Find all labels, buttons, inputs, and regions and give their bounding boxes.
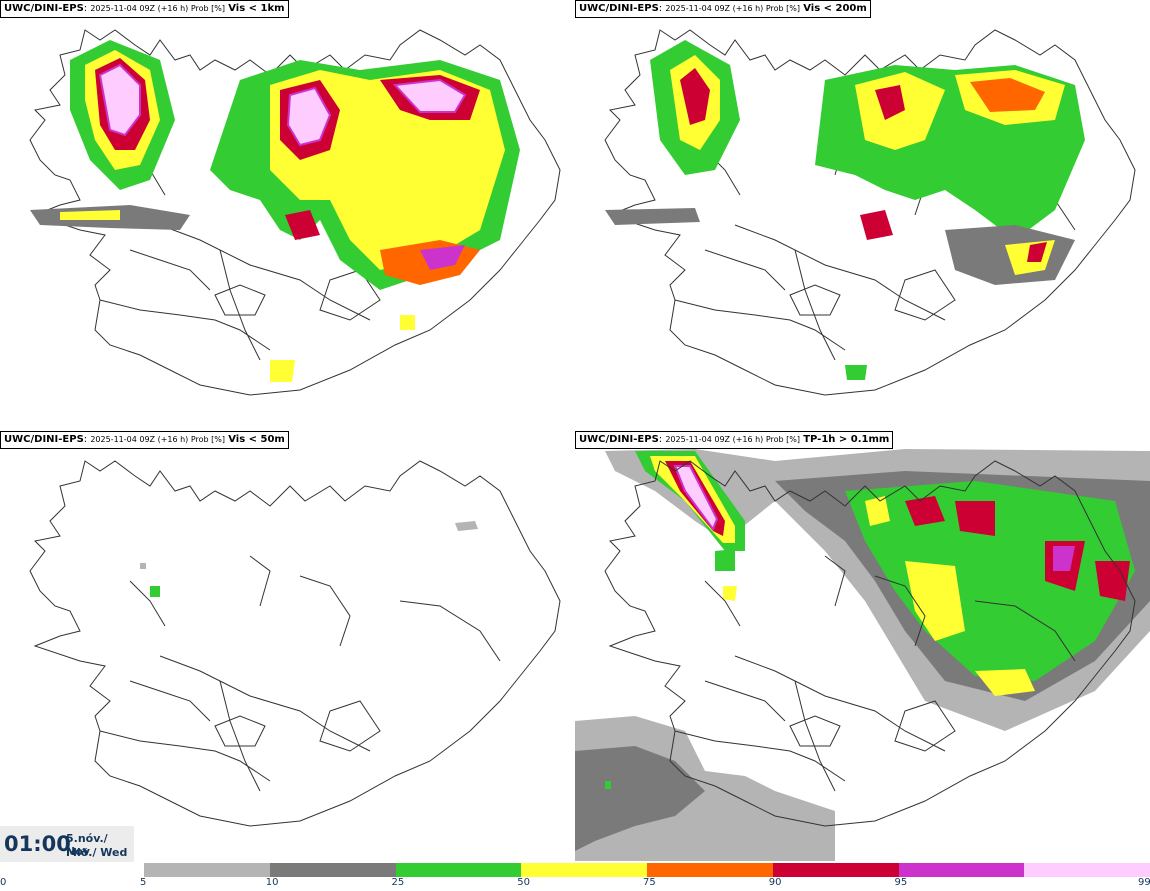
colorbar-segment [269,863,396,877]
probability-field [140,521,478,597]
colorbar-tick-label: 10 [265,877,279,888]
iceland-map [29,29,561,396]
colorbar-tick-label: 99 [1138,877,1150,888]
map-panel-precip: UWC/DINI-EPS: 2025-11-04 09Z (+16 h) Pro… [575,431,1150,861]
colorbar-segment [395,863,522,877]
panel-title: UWC/DINI-EPS: 2025-11-04 09Z (+16 h) Pro… [575,0,871,18]
panel-title: UWC/DINI-EPS: 2025-11-04 09Z (+16 h) Pro… [0,431,289,449]
iceland-map [604,29,1136,396]
colorbar-tick-label: 50 [517,877,530,888]
colorbar-segment [144,863,271,877]
colorbar [144,863,1150,877]
valid-time: 01:00 [4,832,71,856]
valid-date: 5.nóv./ Nov [66,832,108,858]
colorbar-tick-label: 90 [768,877,782,888]
panel-title: UWC/DINI-EPS: 2025-11-04 09Z (+16 h) Pro… [0,0,289,18]
iceland-map [575,449,1150,861]
probability-field [605,40,1085,380]
map-panel-vis-50m: UWC/DINI-EPS: 2025-11-04 09Z (+16 h) Pro… [0,431,575,861]
probability-field [30,40,520,382]
probability-field [575,449,1150,861]
colorbar-tick-label: 95 [894,877,908,888]
colorbar-tick-label: 5 [140,877,147,888]
colorbar-segment [521,863,648,877]
panel-title: UWC/DINI-EPS: 2025-11-04 09Z (+16 h) Pro… [575,431,894,449]
colorbar-tick-label: 0 [0,877,7,888]
colorbar-segment [1024,863,1150,877]
valid-weekday: Mið./ Wed [66,846,128,859]
colorbar-segment [647,863,774,877]
colorbar-tick-label: 75 [643,877,656,888]
map-panel-vis-1km: UWC/DINI-EPS: 2025-11-04 09Z (+16 h) Pro… [0,0,575,430]
iceland-map [29,460,561,827]
map-panel-vis-200m: UWC/DINI-EPS: 2025-11-04 09Z (+16 h) Pro… [575,0,1150,430]
colorbar-tick-label: 25 [391,877,405,888]
colorbar-segment [898,863,1025,877]
colorbar-segment [772,863,899,877]
valid-time-box: 01:00 5.nóv./ Nov Mið./ Wed [0,826,134,862]
